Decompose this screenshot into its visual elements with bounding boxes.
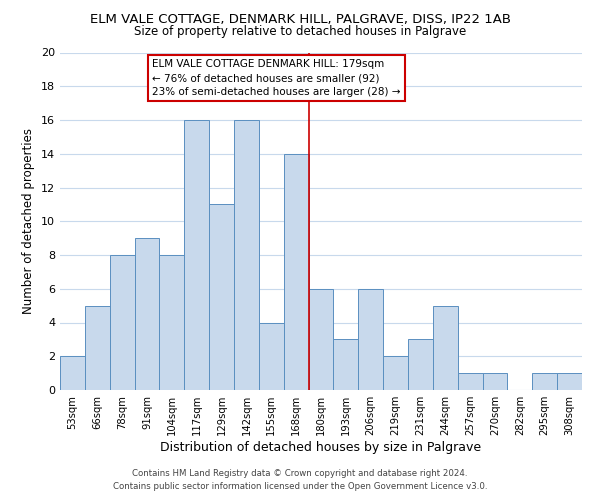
Bar: [557, 373, 582, 390]
Bar: [85, 306, 110, 390]
Bar: [383, 356, 408, 390]
Bar: [110, 255, 134, 390]
Bar: [482, 373, 508, 390]
Text: ELM VALE COTTAGE DENMARK HILL: 179sqm
← 76% of detached houses are smaller (92)
: ELM VALE COTTAGE DENMARK HILL: 179sqm ← …: [152, 59, 400, 97]
Y-axis label: Number of detached properties: Number of detached properties: [22, 128, 35, 314]
X-axis label: Distribution of detached houses by size in Palgrave: Distribution of detached houses by size …: [160, 441, 482, 454]
Bar: [234, 120, 259, 390]
Bar: [458, 373, 482, 390]
Bar: [334, 340, 358, 390]
Bar: [433, 306, 458, 390]
Text: Contains HM Land Registry data © Crown copyright and database right 2024.
Contai: Contains HM Land Registry data © Crown c…: [113, 470, 487, 491]
Bar: [408, 340, 433, 390]
Bar: [532, 373, 557, 390]
Text: Size of property relative to detached houses in Palgrave: Size of property relative to detached ho…: [134, 25, 466, 38]
Bar: [209, 204, 234, 390]
Bar: [184, 120, 209, 390]
Bar: [284, 154, 308, 390]
Bar: [259, 322, 284, 390]
Text: ELM VALE COTTAGE, DENMARK HILL, PALGRAVE, DISS, IP22 1AB: ELM VALE COTTAGE, DENMARK HILL, PALGRAVE…: [89, 12, 511, 26]
Bar: [134, 238, 160, 390]
Bar: [358, 289, 383, 390]
Bar: [60, 356, 85, 390]
Bar: [160, 255, 184, 390]
Bar: [308, 289, 334, 390]
